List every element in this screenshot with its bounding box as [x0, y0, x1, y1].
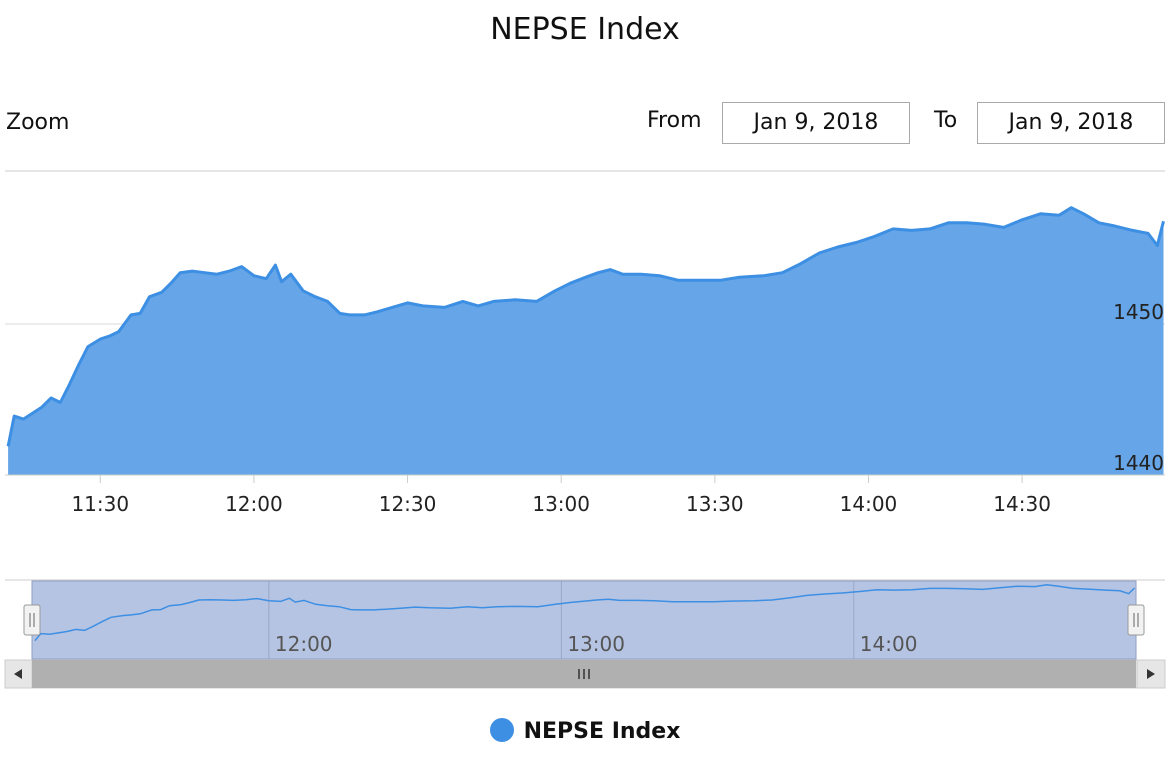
x-tick-label: 12:30 — [379, 492, 437, 516]
navigator-tick-label: 14:00 — [860, 632, 918, 656]
to-label: To — [934, 108, 958, 133]
navigator-tick-label: 13:00 — [567, 632, 625, 656]
x-tick-label: 11:30 — [71, 492, 129, 516]
x-tick-label: 13:30 — [686, 492, 744, 516]
legend-label[interactable]: NEPSE Index — [523, 719, 681, 744]
from-date-input[interactable]: Jan 9, 2018 — [722, 102, 910, 144]
navigator-tick-label: 12:00 — [275, 632, 333, 656]
navigator-handle-left[interactable] — [23, 604, 41, 636]
x-tick-label: 14:30 — [993, 492, 1051, 516]
scrollbar-right-arrow-icon — [1147, 669, 1155, 679]
to-date-input[interactable]: Jan 9, 2018 — [977, 102, 1165, 144]
x-axis-ticks: 11:30 12:00 12:30 13:00 13:30 14:00 14:30 — [71, 475, 1051, 516]
scrollbar-left-arrow-icon — [14, 669, 22, 679]
series-area — [8, 207, 1164, 475]
navigator-gridlines: 12:00 13:00 14:00 — [268, 581, 918, 659]
series-line — [6, 206, 1165, 447]
navigator-handle-right[interactable] — [1127, 604, 1145, 636]
x-tick-label: 13:00 — [532, 492, 590, 516]
y-axis-ticks: 1440 1450 — [1113, 300, 1164, 475]
legend-marker-icon — [489, 718, 514, 742]
from-label: From — [647, 108, 702, 133]
navigator: 12:00 13:00 14:00 — [5, 579, 1165, 660]
legend[interactable]: NEPSE Index — [0, 718, 1170, 744]
chart-title: NEPSE Index — [490, 12, 680, 47]
y-tick-label: 1450 — [1113, 300, 1164, 324]
zoom-label: Zoom — [6, 110, 70, 135]
scrollbar[interactable] — [4, 659, 1166, 689]
y-tick-label: 1440 — [1113, 451, 1164, 475]
chart-svg: 11:30 12:00 12:30 13:00 13:30 14:00 14:30 1440… — [4, 170, 1166, 689]
navigator-series-line — [34, 584, 1136, 642]
x-tick-label: 12:00 — [225, 492, 283, 516]
x-tick-label: 14:00 — [840, 492, 898, 516]
